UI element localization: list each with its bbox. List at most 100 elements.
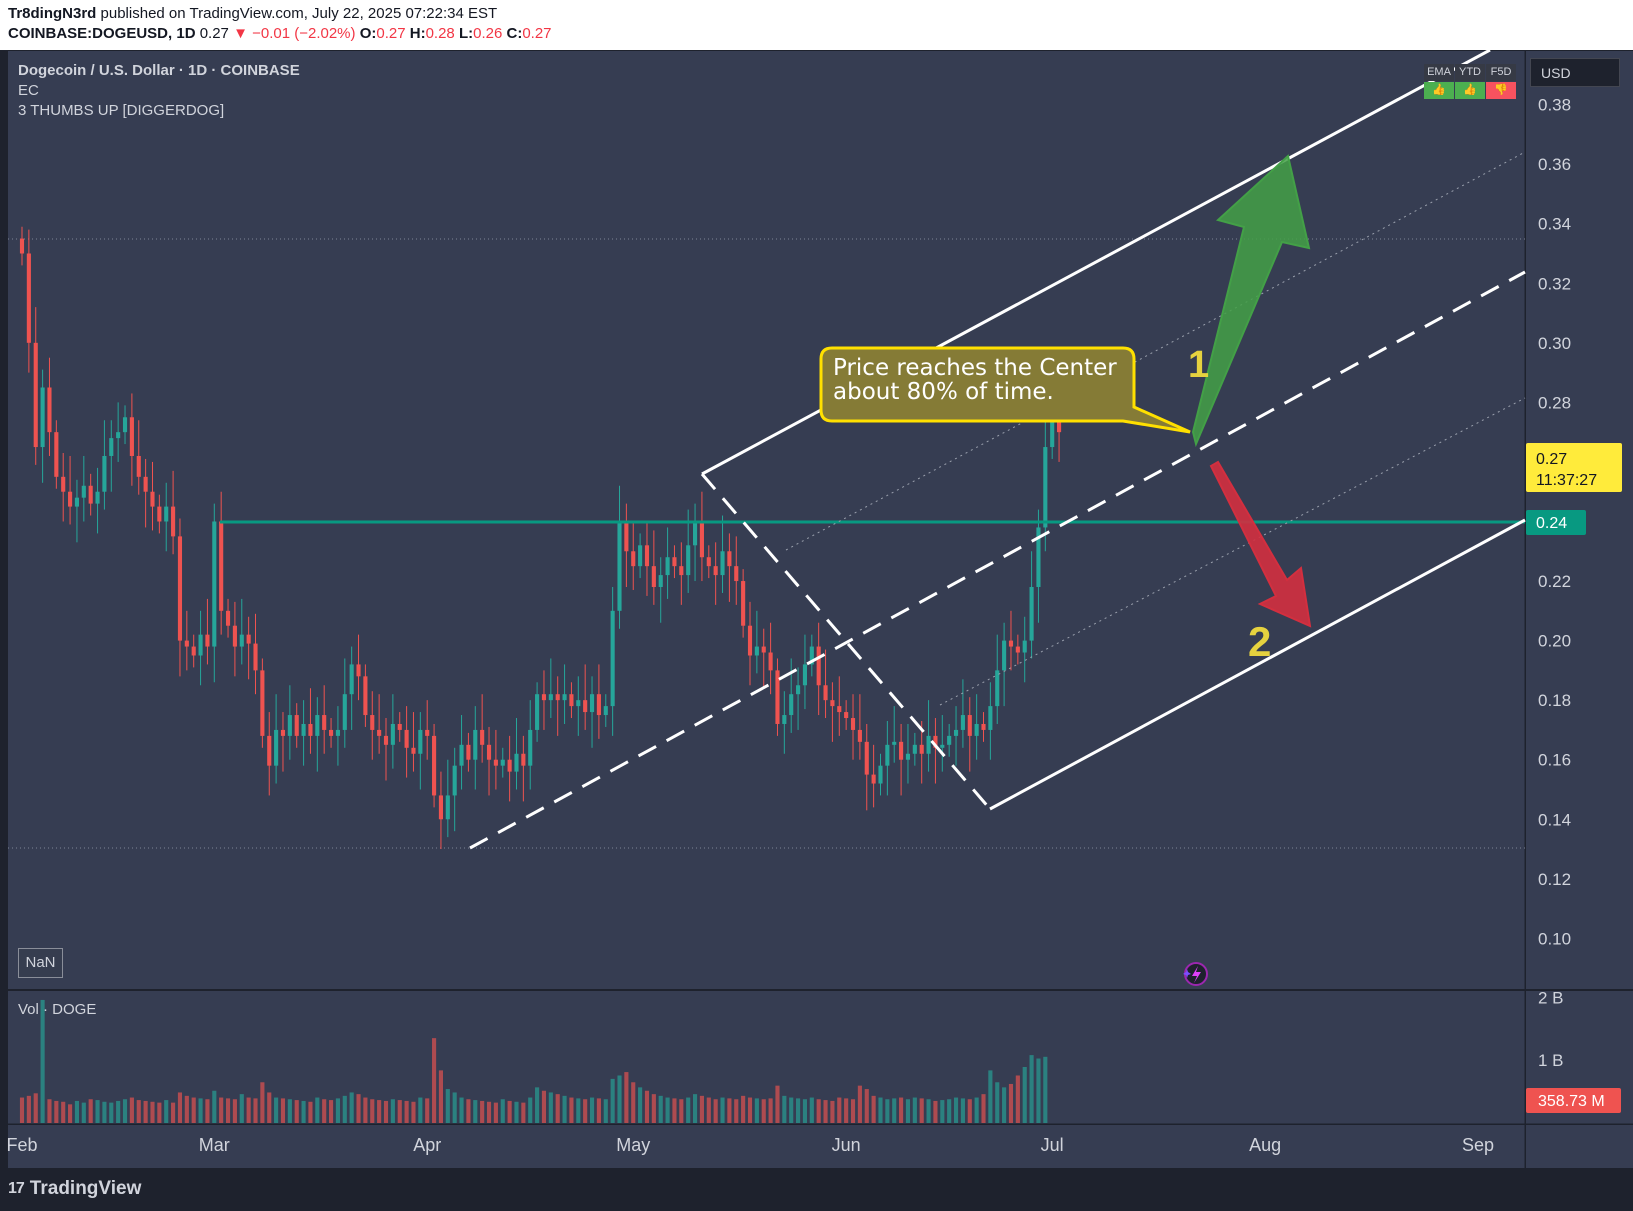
tradingview-wordmark: TradingView — [29, 1178, 142, 1199]
volume-bar — [589, 1097, 595, 1123]
volume-bar — [68, 1104, 73, 1123]
volume-bar — [1036, 1058, 1041, 1123]
volume-bar — [514, 1101, 519, 1123]
volume-bar — [377, 1100, 382, 1123]
currency-selector[interactable]: USD — [1530, 58, 1620, 87]
candle-body — [1029, 587, 1034, 641]
candle-body — [68, 491, 73, 507]
candle-body — [432, 735, 437, 796]
volume-bar — [672, 1098, 677, 1123]
candle-body — [988, 706, 993, 730]
volume-bar — [761, 1099, 766, 1123]
candle-body — [1056, 417, 1062, 433]
volume-bar — [789, 1097, 794, 1123]
volume-bar — [638, 1087, 643, 1123]
axis-corner — [1526, 1125, 1633, 1168]
volume-bar — [225, 1098, 231, 1123]
channel-median-line[interactable] — [469, 270, 1526, 850]
candle-body — [122, 417, 128, 433]
close-label: C: — [506, 25, 523, 42]
candle-body — [287, 715, 292, 736]
candle-body — [61, 476, 66, 492]
down-triangle-icon: ▼ — [233, 25, 248, 42]
volume-bar — [267, 1092, 272, 1123]
level-price-tag — [1526, 510, 1586, 535]
candle-body — [789, 694, 794, 716]
volume-bar — [541, 1090, 547, 1123]
arrow-up-shape[interactable] — [1191, 154, 1311, 448]
volume-bar — [212, 1090, 217, 1123]
volume-bar — [754, 1098, 759, 1123]
volume-bar — [747, 1097, 753, 1123]
volume-bar — [741, 1095, 746, 1123]
candle-body — [624, 521, 629, 552]
volume-bar — [947, 1099, 952, 1123]
volume-bar — [404, 1100, 409, 1123]
volume-bar — [953, 1097, 959, 1123]
volume-bar — [816, 1099, 821, 1123]
volume-bar — [129, 1097, 134, 1123]
high-value: 0.28 — [425, 25, 455, 42]
channel-lower-line[interactable] — [989, 518, 1526, 811]
volume-bar — [397, 1100, 402, 1123]
volume-bar — [576, 1098, 581, 1123]
volume-bar — [1022, 1066, 1027, 1123]
author-name[interactable]: Tr8dingN3rd — [8, 5, 97, 22]
candle-body — [761, 646, 766, 653]
candle-body — [899, 741, 904, 760]
candle-body — [411, 747, 416, 754]
price-tick-label: 0.32 — [1538, 274, 1571, 293]
level-price-tag-value: 0.24 — [1536, 515, 1567, 532]
volume-bar — [699, 1095, 704, 1123]
volume-bar — [370, 1099, 375, 1123]
chart-canvas[interactable]: 0.38 0.36 0.34 0.32 0.30 0.28 0.22 0.20 0.18 0.16… — [0, 50, 1633, 1168]
candle-body — [177, 536, 183, 641]
channel-handle-line[interactable] — [700, 473, 992, 810]
volume-bar — [1015, 1075, 1020, 1123]
candle-body — [81, 485, 86, 498]
volume-bar — [171, 1102, 176, 1123]
thumbs-down-icon: 👎 — [1486, 82, 1516, 99]
volume-legend[interactable]: Vol · DOGE — [18, 1001, 97, 1018]
callout-box[interactable] — [819, 346, 1191, 434]
volume-tick-label: 1 B — [1538, 1051, 1564, 1070]
indicator-table: EMA YTD F5D 👍 👍 👎 — [1424, 64, 1516, 99]
candle-body — [370, 715, 375, 730]
arrow-down-shape[interactable] — [1209, 460, 1312, 628]
volume-bars — [19, 999, 1048, 1123]
price-tick-label: 0.14 — [1538, 810, 1571, 829]
time-tick-label: Sep — [1462, 1135, 1494, 1155]
volume-bar — [136, 1100, 141, 1123]
volume-bar — [1002, 1087, 1007, 1123]
candle-body — [150, 491, 155, 507]
candle-body — [864, 741, 869, 775]
candle-body — [926, 735, 931, 754]
volume-bar — [686, 1097, 691, 1123]
last-price: 0.27 — [199, 25, 229, 42]
candle-body — [878, 765, 883, 784]
candle-body — [1043, 447, 1048, 528]
candle-body — [500, 759, 505, 766]
price-pane[interactable] — [8, 51, 1525, 989]
table-header-ema: EMA — [1424, 64, 1454, 81]
volume-bar — [713, 1099, 718, 1123]
indicator-legend-thumbs[interactable]: 3 THUMBS UP [DIGGERDOG] — [18, 102, 225, 119]
tradingview-logo[interactable]: 17 TradingView — [8, 1178, 141, 1200]
volume-bar — [26, 1095, 31, 1123]
volume-bar — [809, 1097, 814, 1123]
volume-bar — [356, 1094, 361, 1123]
indicator-legend-ec[interactable]: EC — [18, 82, 39, 99]
candle-body — [342, 694, 347, 730]
candle-body — [267, 735, 272, 766]
candle-body — [892, 741, 897, 745]
time-tick-label: May — [616, 1135, 650, 1155]
volume-bar — [940, 1100, 945, 1123]
candle-body — [802, 664, 808, 686]
lightning-icon[interactable] — [1183, 962, 1208, 986]
symbol-legend-title[interactable]: Dogecoin / U.S. Dollar · 1D · COINBASE — [18, 62, 300, 79]
candle-body — [974, 723, 979, 736]
candle-body — [438, 795, 444, 820]
close-value: 0.27 — [522, 25, 552, 42]
volume-bar — [177, 1092, 183, 1123]
candle-body — [967, 715, 972, 736]
